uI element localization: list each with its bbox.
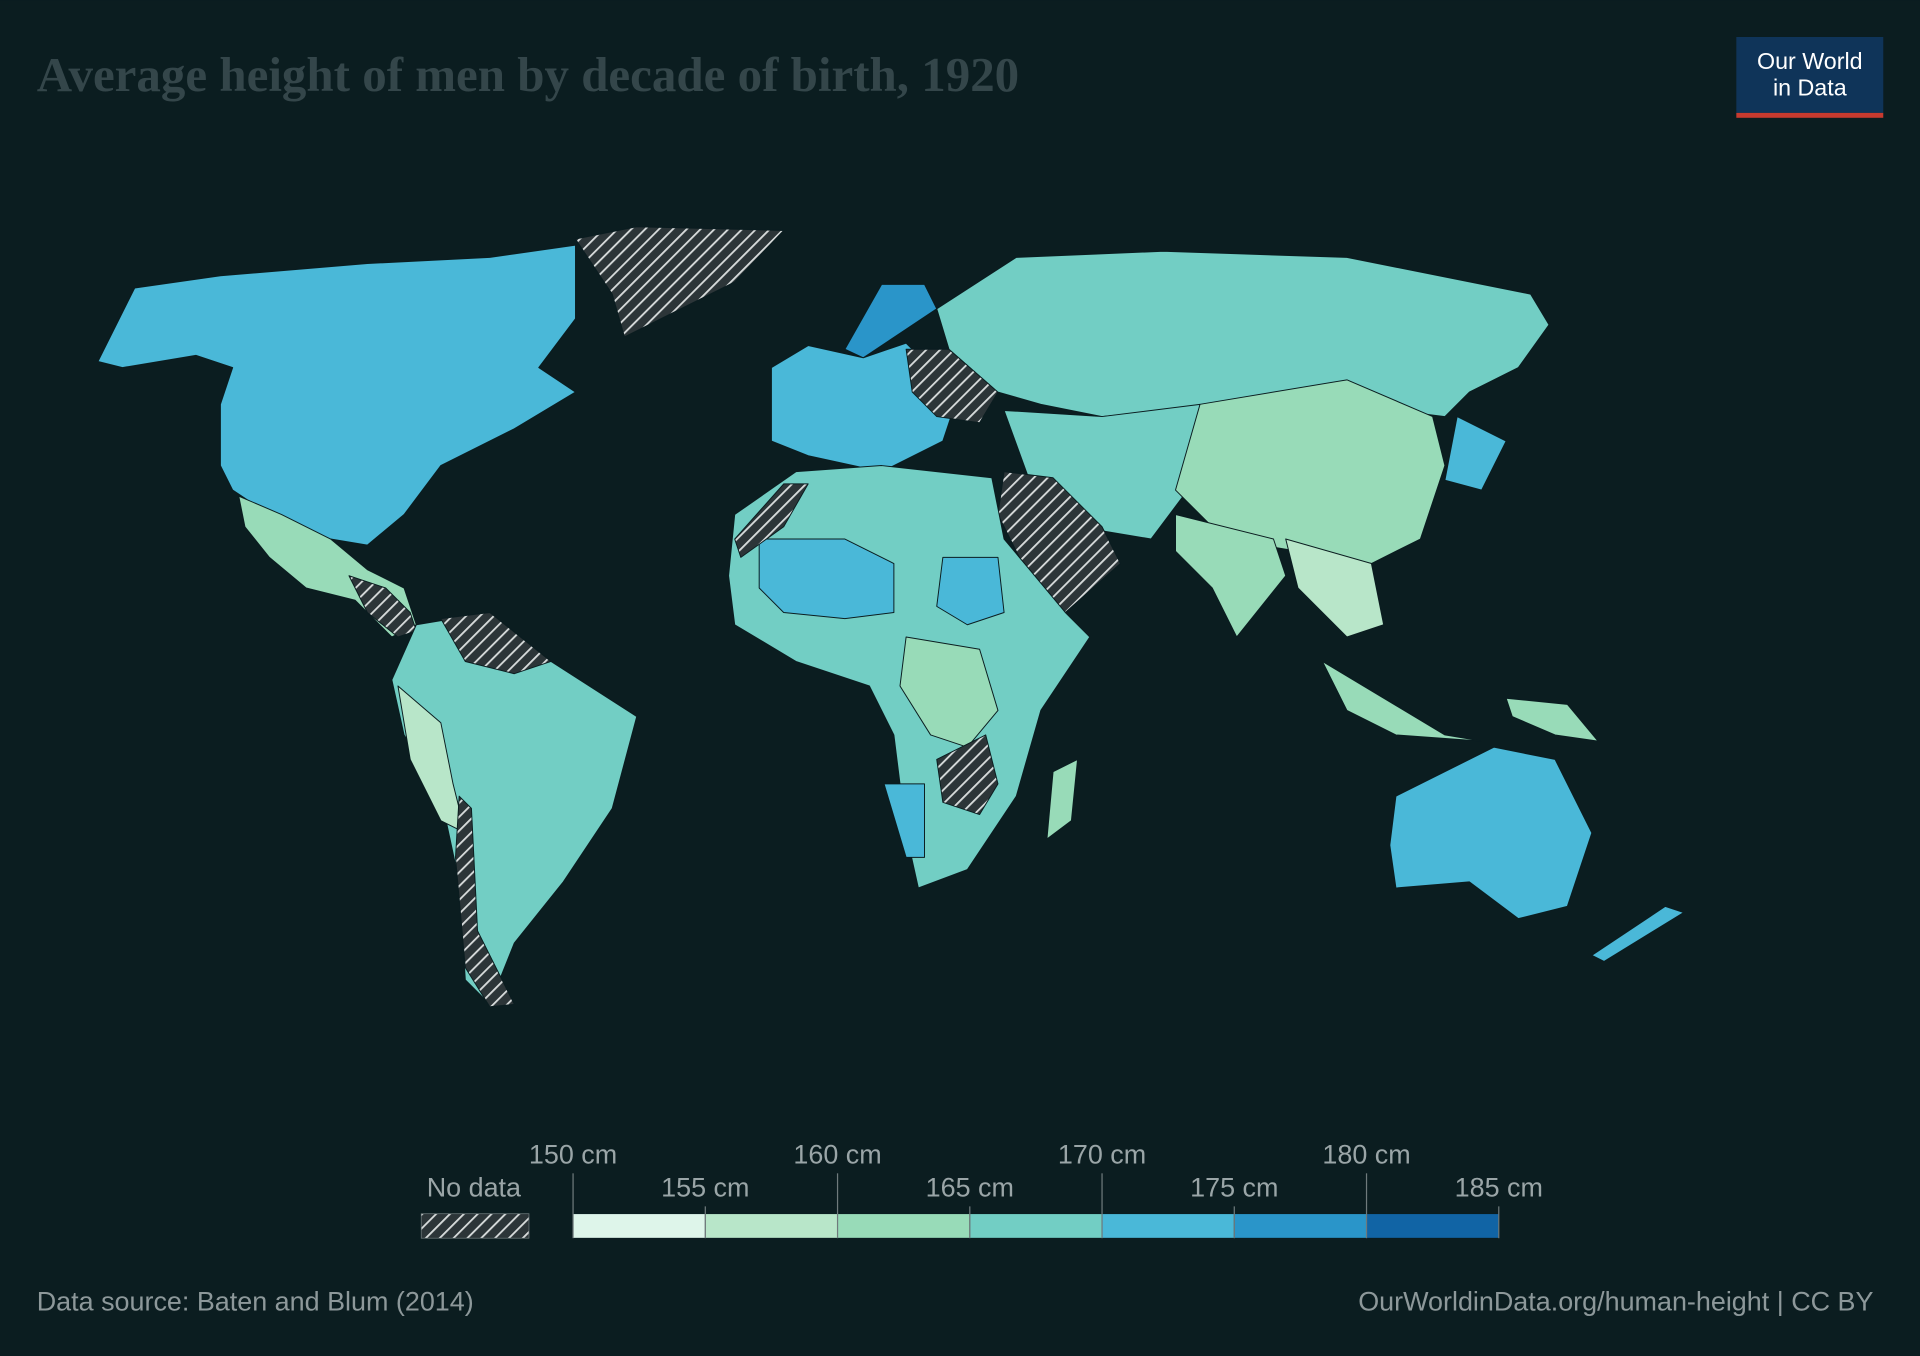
logo-box — [1736, 36, 1884, 113]
legend-tick-label: 155 cm — [661, 1173, 749, 1203]
legend-tick-label: 150 cm — [529, 1140, 617, 1170]
namibia[interactable] — [883, 783, 925, 858]
legend-bin — [1233, 1213, 1367, 1239]
russia[interactable] — [936, 250, 1550, 418]
url[interactable]: OurWorldinData.org/human-height | CC BY — [1358, 1286, 1873, 1316]
logo-text: in Data — [1773, 75, 1847, 101]
logo-text: Our World — [1757, 48, 1863, 74]
new-guinea[interactable] — [1505, 697, 1599, 742]
legend-bin — [1366, 1213, 1500, 1239]
indonesia[interactable] — [1321, 660, 1483, 742]
middle-east[interactable] — [997, 471, 1121, 613]
no-data-label: No data — [427, 1173, 521, 1203]
logo-underline — [1736, 112, 1884, 118]
legend-bin — [837, 1213, 971, 1239]
legend: No data 150 cm 155 cm 160 cm 165 cm 170 cm 17… — [420, 1140, 1543, 1239]
legend-bin — [704, 1213, 838, 1239]
west-africa[interactable] — [758, 538, 895, 620]
southern-africa-nodata[interactable] — [936, 734, 999, 816]
legend-tick-label: 165 cm — [926, 1173, 1014, 1203]
no-data-swatch — [420, 1213, 530, 1239]
title: Average height of men by decade of birth… — [37, 47, 1019, 102]
legend-bin — [969, 1213, 1103, 1239]
north-america[interactable] — [97, 244, 576, 546]
new-zealand[interactable] — [1591, 905, 1685, 962]
venezuela[interactable] — [440, 612, 552, 675]
china[interactable] — [1175, 379, 1446, 565]
legend-tick-label: 180 cm — [1322, 1140, 1410, 1170]
legend-tick-label: 160 cm — [793, 1140, 881, 1170]
legend-bin — [572, 1213, 706, 1239]
australia[interactable] — [1389, 746, 1593, 920]
western-sahara[interactable] — [734, 483, 809, 558]
legend-bin — [1101, 1213, 1235, 1239]
madagascar[interactable] — [1046, 758, 1079, 840]
chile[interactable] — [455, 795, 515, 1008]
greenland[interactable] — [575, 226, 785, 338]
japan[interactable] — [1444, 416, 1507, 491]
source: Data source: Baten and Blum (2014) — [37, 1286, 474, 1316]
logo[interactable]: Our World in Data — [1736, 36, 1884, 118]
india[interactable] — [1175, 514, 1287, 638]
legend-tick-label: 185 cm — [1455, 1173, 1543, 1203]
legend-tick-label: 175 cm — [1190, 1173, 1278, 1203]
sudan[interactable] — [936, 556, 1005, 626]
world-map — [97, 226, 1685, 1008]
legend-tick-label: 170 cm — [1058, 1140, 1146, 1170]
southeast-asia[interactable] — [1285, 538, 1385, 638]
